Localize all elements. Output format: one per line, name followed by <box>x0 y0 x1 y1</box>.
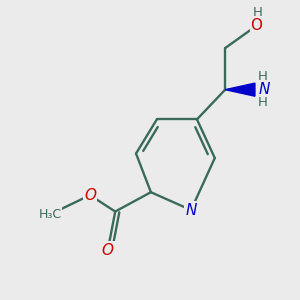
Text: H: H <box>257 96 267 109</box>
Text: O: O <box>250 18 262 33</box>
Text: O: O <box>84 188 96 203</box>
Polygon shape <box>225 83 255 96</box>
Text: N: N <box>259 82 270 97</box>
Text: O: O <box>102 243 114 258</box>
Text: H: H <box>257 70 267 83</box>
Text: N: N <box>185 202 197 217</box>
Text: H₃C: H₃C <box>38 208 61 221</box>
Text: H: H <box>253 6 263 19</box>
